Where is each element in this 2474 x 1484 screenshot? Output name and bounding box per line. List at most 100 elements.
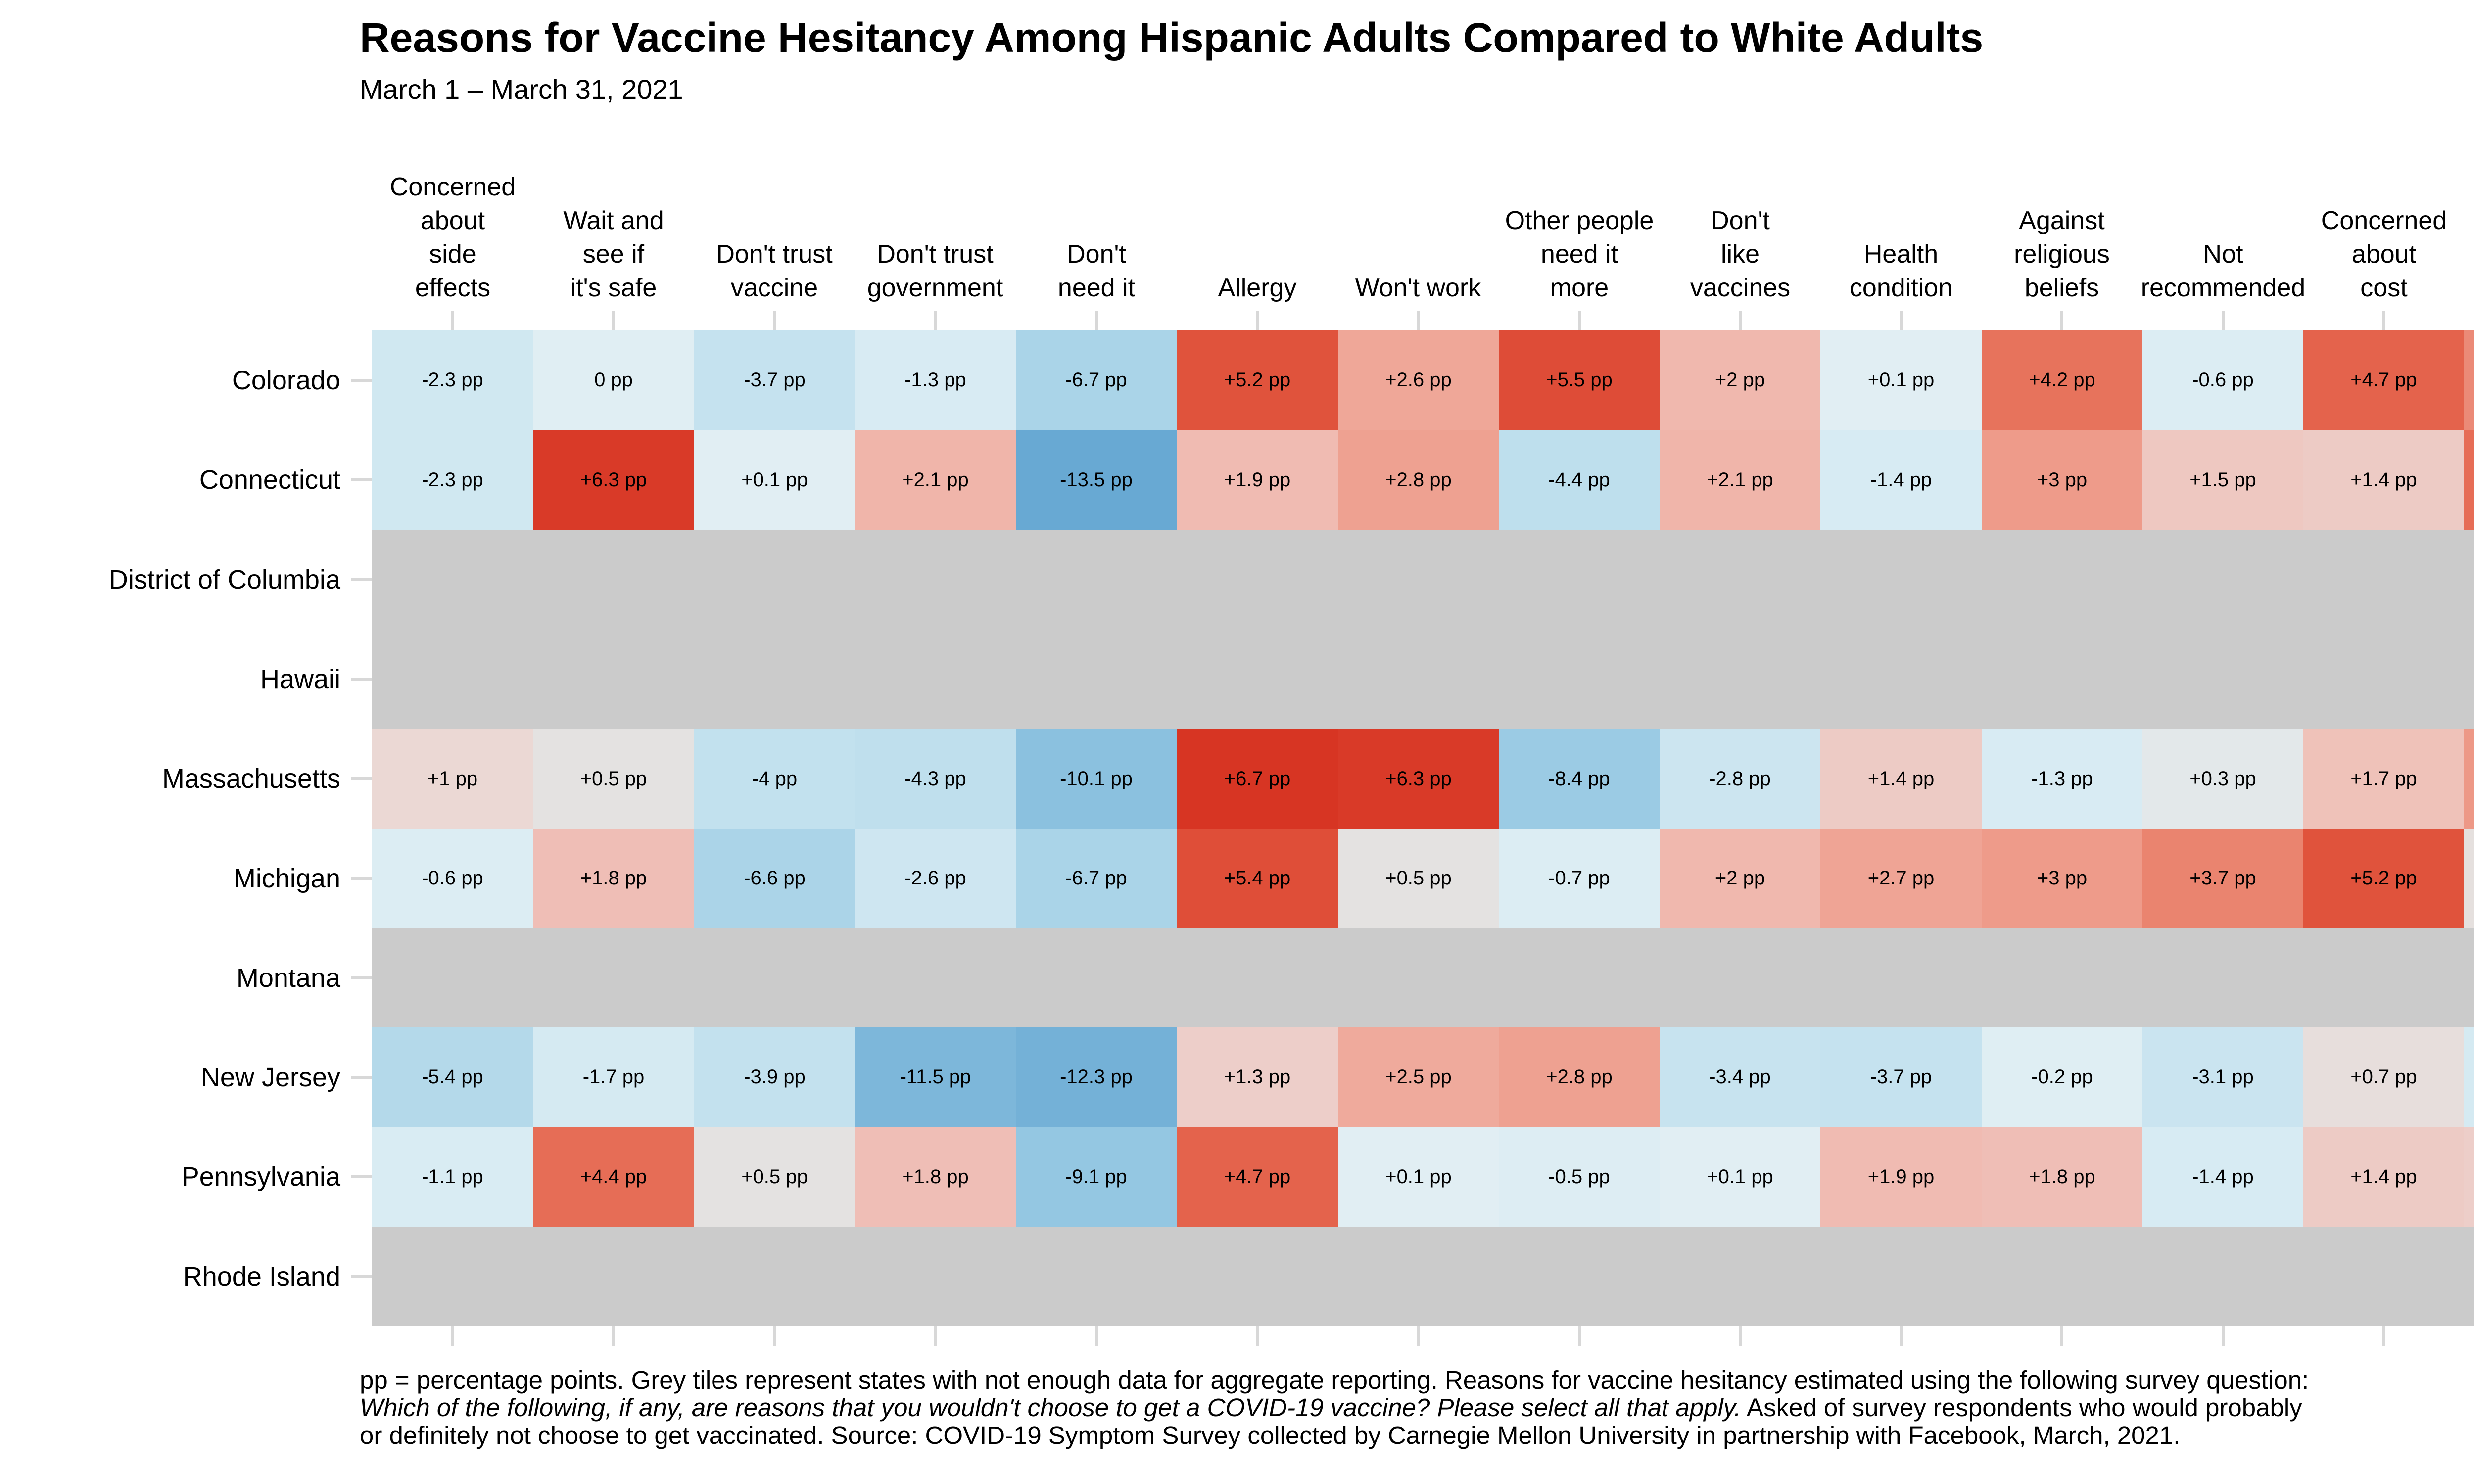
heatmap-cell: +4.2 pp bbox=[1982, 330, 2142, 430]
axis-tick bbox=[351, 578, 372, 581]
heatmap-cell: +2 pp bbox=[1660, 829, 1820, 928]
axis-tick bbox=[1900, 1326, 1903, 1346]
heatmap-cell: +0.1 pp bbox=[694, 430, 855, 530]
column-header: Pregnancy bbox=[2441, 132, 2474, 305]
row-label: Colorado bbox=[232, 365, 340, 395]
missing-data-band bbox=[372, 928, 2474, 1027]
chart-subtitle: March 1 – March 31, 2021 bbox=[360, 74, 683, 105]
heatmap-cell: +1.4 pp bbox=[2303, 430, 2464, 530]
axis-tick bbox=[1417, 311, 1420, 330]
heatmap-cell: +0.6 pp bbox=[2464, 829, 2474, 928]
heatmap-cell: +1.5 pp bbox=[2142, 430, 2303, 530]
heatmap-cell: -6.7 pp bbox=[1016, 829, 1177, 928]
axis-tick bbox=[351, 478, 372, 481]
heatmap-cell: +1.8 pp bbox=[855, 1127, 1016, 1227]
heatmap-cell: +0.1 pp bbox=[1338, 1127, 1499, 1227]
heatmap-cell: -1.7 pp bbox=[2464, 1027, 2474, 1127]
column-header: Concerned about side effects bbox=[389, 173, 516, 302]
heatmap-cell: 0 pp bbox=[533, 330, 694, 430]
heatmap-cell: +0.7 pp bbox=[2303, 1027, 2464, 1127]
row-label: Rhode Island bbox=[183, 1261, 340, 1292]
heatmap-cell: +2.5 pp bbox=[1338, 1027, 1499, 1127]
footnote-line-2: Which of the following, if any, are reas… bbox=[360, 1394, 2309, 1422]
missing-data-band bbox=[372, 530, 2474, 629]
heatmap-cell: +0.5 pp bbox=[1338, 829, 1499, 928]
heatmap-cell: +2.1 pp bbox=[1660, 430, 1820, 530]
heatmap-cell: -10.1 pp bbox=[1016, 729, 1177, 829]
axis-tick bbox=[1578, 1326, 1581, 1346]
heatmap-cell: -0.6 pp bbox=[2142, 330, 2303, 430]
heatmap-cell: +0.1 pp bbox=[1820, 330, 1982, 430]
column-header: Concerned about cost bbox=[2321, 206, 2447, 302]
axis-tick bbox=[1900, 311, 1903, 330]
axis-tick bbox=[1256, 311, 1259, 330]
footnote-line-3: or definitely not choose to get vaccinat… bbox=[360, 1421, 2181, 1449]
heatmap-cell: +1.3 pp bbox=[2464, 1127, 2474, 1227]
heatmap-cell: +3.7 pp bbox=[2142, 829, 2303, 928]
heatmap-cell: -1.3 pp bbox=[1982, 729, 2142, 829]
heatmap-cell: +5.4 pp bbox=[1177, 829, 1338, 928]
heatmap-cell: +3 pp bbox=[1982, 829, 2142, 928]
heatmap-cell: -3.7 pp bbox=[1820, 1027, 1982, 1127]
heatmap-cell: -1.3 pp bbox=[855, 330, 1016, 430]
column-header: Against religious beliefs bbox=[2014, 206, 2110, 302]
heatmap-cell: +1.9 pp bbox=[1177, 430, 1338, 530]
axis-tick bbox=[1095, 1326, 1098, 1346]
axis-tick bbox=[451, 311, 454, 330]
heatmap-cell: +5.2 pp bbox=[2303, 829, 2464, 928]
heatmap-cell: -1.7 pp bbox=[533, 1027, 694, 1127]
heatmap-cell: +1 pp bbox=[372, 729, 533, 829]
column-header: Other people need it more bbox=[1505, 206, 1654, 302]
heatmap-cell: -0.6 pp bbox=[372, 829, 533, 928]
column-header: Don't like vaccines bbox=[1690, 206, 1791, 302]
heatmap-cell: -1.4 pp bbox=[1820, 430, 1982, 530]
heatmap-cell: -2.3 pp bbox=[372, 330, 533, 430]
heatmap-cell: -0.7 pp bbox=[1499, 829, 1660, 928]
heatmap-cell: +1.4 pp bbox=[1820, 729, 1982, 829]
axis-tick bbox=[1417, 1326, 1420, 1346]
heatmap-cell: +2.1 pp bbox=[855, 430, 1016, 530]
heatmap-cell: +1.7 pp bbox=[2303, 729, 2464, 829]
row-label: Montana bbox=[236, 963, 340, 993]
column-header: Wait and see if it's safe bbox=[563, 206, 664, 302]
axis-tick bbox=[351, 777, 372, 780]
heatmap-cell: +4.7 pp bbox=[1177, 1127, 1338, 1227]
heatmap-cell: -3.9 pp bbox=[694, 1027, 855, 1127]
row-label: Michigan bbox=[233, 863, 340, 893]
heatmap-cell: -4.4 pp bbox=[1499, 430, 1660, 530]
row-label: New Jersey bbox=[200, 1062, 340, 1092]
heatmap-cell: +6.3 pp bbox=[1338, 729, 1499, 829]
heatmap-cell: +3.5 pp bbox=[2464, 330, 2474, 430]
heatmap-cell: -6.7 pp bbox=[1016, 330, 1177, 430]
heatmap-cell: +2.7 pp bbox=[1820, 829, 1982, 928]
heatmap-cell: +5.2 pp bbox=[1177, 330, 1338, 430]
axis-tick bbox=[1739, 311, 1742, 330]
heatmap-cell: +4.4 pp bbox=[2464, 430, 2474, 530]
heatmap-cell: +6.7 pp bbox=[1177, 729, 1338, 829]
heatmap-cell: -2.6 pp bbox=[855, 829, 1016, 928]
heatmap-cell: +0.5 pp bbox=[694, 1127, 855, 1227]
axis-tick bbox=[612, 311, 615, 330]
heatmap-cell: -0.2 pp bbox=[1982, 1027, 2142, 1127]
heatmap-cell: -3.7 pp bbox=[694, 330, 855, 430]
axis-tick bbox=[351, 678, 372, 681]
axis-tick bbox=[351, 379, 372, 382]
axis-tick bbox=[351, 1275, 372, 1278]
axis-tick bbox=[1739, 1326, 1742, 1346]
axis-tick bbox=[351, 976, 372, 979]
heatmap-cell: -8.4 pp bbox=[1499, 729, 1660, 829]
heatmap-cell: +3 pp bbox=[1982, 430, 2142, 530]
heatmap-cell: -2.8 pp bbox=[1660, 729, 1820, 829]
column-header: Allergy bbox=[1218, 274, 1297, 302]
axis-tick bbox=[451, 1326, 454, 1346]
column-header: Don't need it bbox=[1057, 240, 1136, 302]
heatmap-cell: -2.3 pp bbox=[372, 430, 533, 530]
heatmap-cell: +4.7 pp bbox=[2303, 330, 2464, 430]
column-header: Health condition bbox=[1849, 240, 1953, 302]
row-label: Hawaii bbox=[260, 664, 340, 694]
axis-tick bbox=[351, 1076, 372, 1079]
column-header: Not recommended bbox=[2141, 240, 2306, 302]
heatmap-cell: +0.5 pp bbox=[533, 729, 694, 829]
heatmap-cell: +2.8 pp bbox=[1499, 1027, 1660, 1127]
column-header: Don't trust government bbox=[867, 240, 1003, 302]
